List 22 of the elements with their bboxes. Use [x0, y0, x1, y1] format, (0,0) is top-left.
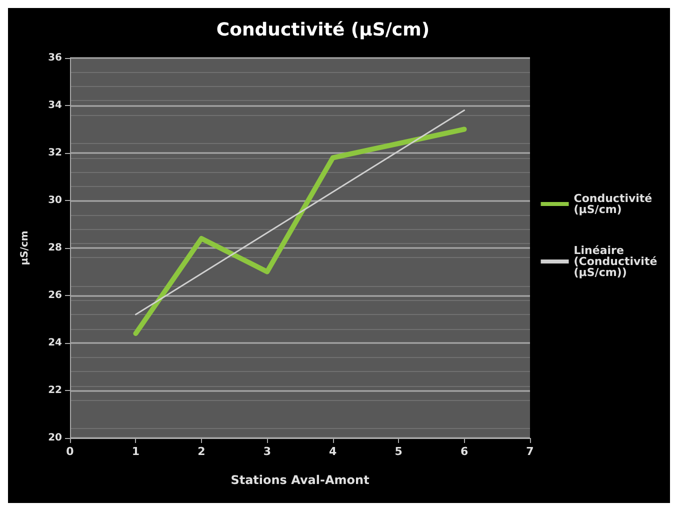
y-axis-title: µS/cm — [20, 230, 30, 266]
y-tick-label: 32 — [48, 148, 62, 158]
y-tick-label: 30 — [48, 195, 62, 206]
x-tick-label: 3 — [263, 445, 271, 458]
x-tick-label: 0 — [66, 445, 74, 458]
y-tick-label: 34 — [48, 100, 62, 111]
y-tick-label: 28 — [48, 242, 62, 254]
x-tick-label: 4 — [329, 445, 338, 458]
chart-title: Conductivité (µS/cm) — [216, 20, 430, 40]
y-tick-label: 36 — [48, 52, 62, 64]
x-tick-label: 6 — [460, 445, 468, 458]
x-axis-title: Stations Aval-Amont — [230, 473, 370, 487]
y-tick-label: 24 — [48, 338, 62, 348]
legend-label: Conductivité (µS/cm) — [574, 192, 656, 216]
y-tick-label: 20 — [48, 432, 62, 444]
x-tick-label: 2 — [198, 445, 206, 458]
y-tick-label: 26 — [48, 290, 62, 301]
legend-label: Linéaire (Conductivité (µS/cm)) — [574, 244, 662, 279]
x-tick-label: 5 — [394, 445, 402, 458]
x-tick-label: 1 — [132, 445, 140, 458]
y-tick-label: 22 — [48, 385, 62, 396]
x-tick-label: 7 — [526, 445, 534, 458]
